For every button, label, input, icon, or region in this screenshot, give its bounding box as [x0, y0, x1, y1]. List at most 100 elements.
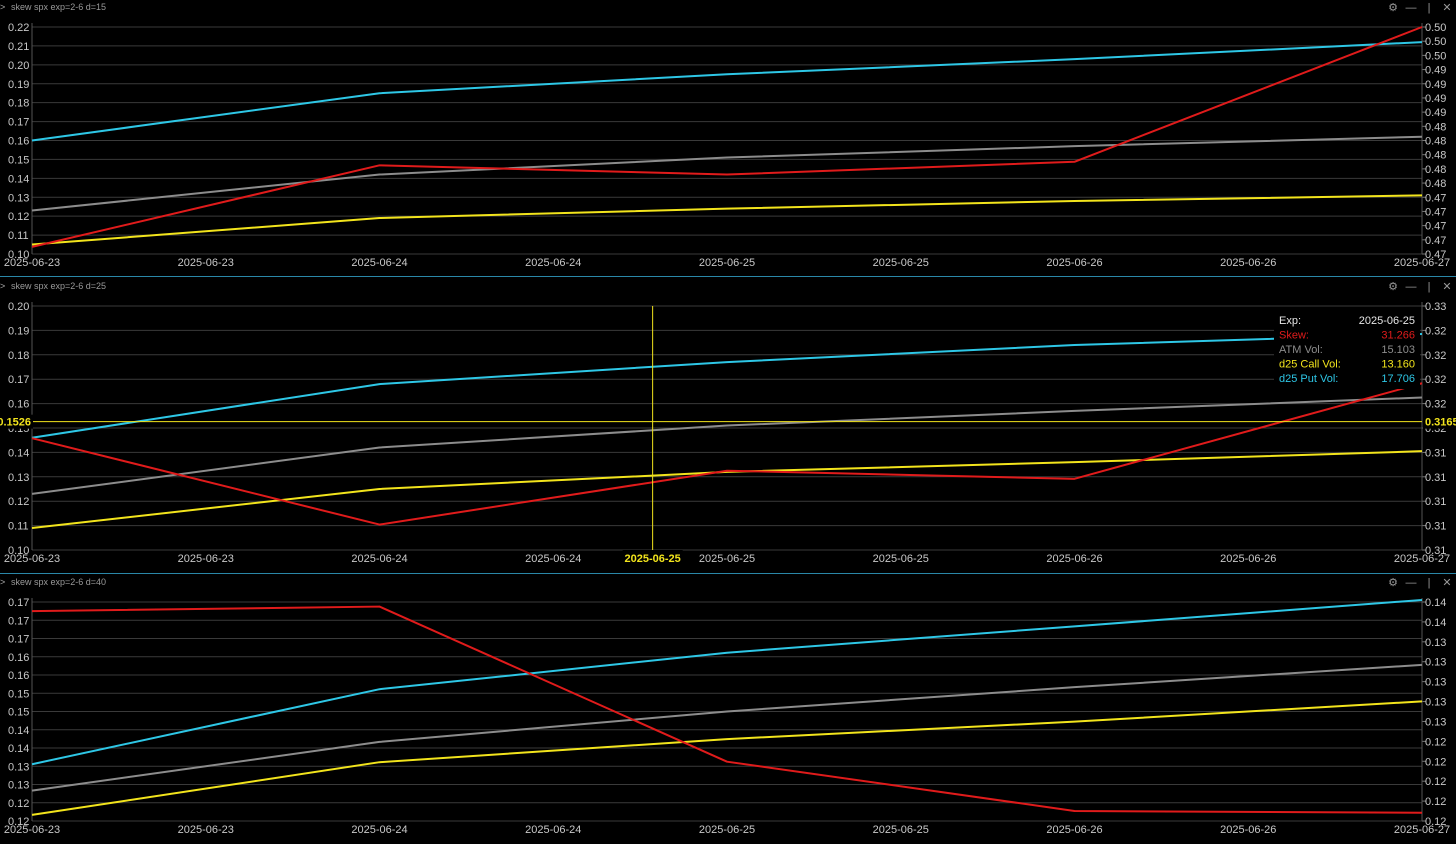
- y-left-tick-label: 0.18: [8, 98, 29, 110]
- y-right-tick-label: 0.48: [1425, 178, 1446, 190]
- close-icon[interactable]: ✕: [1442, 281, 1452, 293]
- y-right-tick-label: 0.12: [1425, 816, 1446, 828]
- x-tick-label: 2025-06-26: [1220, 257, 1276, 269]
- y-right-tick-label: 0.47: [1425, 206, 1446, 218]
- series-line-atm[interactable]: [31, 396, 1423, 495]
- x-tick-label: 2025-06-26: [1220, 553, 1276, 565]
- series-line-call[interactable]: [31, 700, 1423, 816]
- y-right-tick-label: 0.33: [1425, 301, 1446, 313]
- minimize-icon[interactable]: —: [1405, 2, 1417, 14]
- y-right-tick-label: 0.48: [1425, 136, 1446, 148]
- y-left-tick-label: 0.15: [8, 154, 29, 166]
- y-right-tick-label: 0.14: [1425, 617, 1446, 629]
- series-line-call[interactable]: [31, 450, 1423, 530]
- y-left-tick-label: 0.12: [8, 816, 29, 828]
- x-tick-label: 2025-06-24: [525, 824, 581, 836]
- x-tick-label: 2025-06-25: [873, 553, 929, 565]
- y-left-tick-label: 0.15: [8, 707, 29, 719]
- hover-tooltip: Exp: 2025-06-25 Skew: 31.266 ATM Vol: 15.103 d…: [1274, 311, 1420, 389]
- tooltip-value: 31.266: [1381, 330, 1415, 342]
- y-left-tick-label: 0.14: [8, 447, 29, 459]
- y-right-tick-label: 0.13: [1425, 657, 1446, 669]
- y-left-tick-label: 0.22: [8, 22, 29, 34]
- chart-plot-1[interactable]: 0.10 0.11 0.12 0.13 0.14 0.15 0.16 0.17 0.18 0.19…: [0, 0, 1456, 278]
- x-tick-label: 2025-06-24: [351, 553, 407, 565]
- y-right-tick-label: 0.13: [1425, 716, 1446, 728]
- x-tick-label: 2025-06-25: [699, 553, 755, 565]
- y-left-tick-label: 0.10: [8, 545, 29, 557]
- minimize-icon[interactable]: —: [1405, 281, 1417, 293]
- series-line-skew[interactable]: [31, 382, 1423, 526]
- y-right-tick-label: 0.12: [1425, 796, 1446, 808]
- y-right-tick-label: 0.31: [1425, 545, 1446, 557]
- y-left-tick-label: 0.12: [8, 211, 29, 223]
- y-left-tick-label: 0.16: [8, 136, 29, 148]
- x-tick-label: 2025-06-26: [1046, 553, 1102, 565]
- chart-panel-2: > skew spx exp=2-6 d=25 ⚙ — | ✕ 0.10 0.11…: [0, 279, 1456, 574]
- expand-arrow-icon[interactable]: >: [0, 2, 6, 12]
- y-right-tick-label: 0.47: [1425, 192, 1446, 204]
- close-icon[interactable]: ✕: [1442, 577, 1452, 589]
- window-controls: ⚙ — | ✕: [1384, 0, 1456, 16]
- y-left-tick-label: 0.11: [8, 230, 29, 242]
- expand-arrow-icon[interactable]: >: [0, 577, 6, 587]
- gear-icon[interactable]: ⚙: [1388, 577, 1398, 589]
- panel-divider: [0, 276, 1456, 277]
- series-line-put[interactable]: [31, 598, 1423, 766]
- y-left-tick-label: 0.14: [8, 725, 29, 737]
- y-left-tick-label: 0.19: [8, 325, 29, 337]
- x-tick-label: 2025-06-23: [178, 553, 234, 565]
- x-tick-label: 2025-06-25: [699, 257, 755, 269]
- close-icon[interactable]: ✕: [1442, 2, 1452, 14]
- y-right-tick-label: 0.49: [1425, 79, 1446, 91]
- x-tick-label: 2025-06-26: [1046, 824, 1102, 836]
- chart-plot-2[interactable]: 0.100.110.120.130.140.150.160.170.180.19…: [0, 279, 1456, 574]
- y-left-tick-label: 0.14: [8, 173, 29, 185]
- y-right-tick-label: 0.48: [1425, 121, 1446, 133]
- y-left-tick-label: 0.16: [8, 399, 29, 411]
- restore-icon[interactable]: |: [1427, 281, 1431, 293]
- y-right-tick-label: 0.13: [1425, 677, 1446, 689]
- x-tick-label: 2025-06-23: [4, 824, 60, 836]
- panel-title: skew spx exp=2-6 d=40: [11, 577, 107, 587]
- y-right-tick-label: 0.48: [1425, 164, 1446, 176]
- restore-icon[interactable]: |: [1427, 577, 1431, 589]
- expand-arrow-icon[interactable]: >: [0, 281, 6, 291]
- x-tick-label: 2025-06-26: [1046, 257, 1102, 269]
- y-right-tick-label: 0.31: [1425, 447, 1446, 459]
- y-right-tick-label: 0.32: [1425, 325, 1446, 337]
- gear-icon[interactable]: ⚙: [1388, 281, 1398, 293]
- y-left-tick-label: 0.13: [8, 192, 29, 204]
- x-tick-label: 2025-06-25: [873, 824, 929, 836]
- series-line-skew[interactable]: [31, 605, 1423, 814]
- chart-panel-1: > skew spx exp=2-6 d=15 ⚙ — | ✕ 0.10 0.11…: [0, 0, 1456, 278]
- tooltip-value: 15.103: [1381, 344, 1415, 356]
- tooltip-label: Skew:: [1279, 330, 1309, 342]
- chart-plot-3[interactable]: 0.12 0.12 0.13 0.13 0.14 0.14 0.15 0.15 0.16 0.16…: [0, 575, 1456, 844]
- y-left-tick-label: 0.19: [8, 79, 29, 91]
- series-line-put[interactable]: [31, 333, 1423, 439]
- gear-icon[interactable]: ⚙: [1388, 2, 1398, 14]
- x-tick-label: 2025-06-23: [4, 257, 60, 269]
- y-left-tick-label: 0.16: [8, 652, 29, 664]
- x-tick-label: 2025-06-24: [525, 257, 581, 269]
- x-tick-label: 2025-06-23: [178, 824, 234, 836]
- y-right-tick-label: 0.14: [1425, 597, 1446, 609]
- series-line-atm[interactable]: [31, 135, 1423, 212]
- y-left-tick-label: 0.17: [8, 615, 29, 627]
- series-line-call[interactable]: [31, 194, 1423, 246]
- window-controls: ⚙ — | ✕: [1384, 575, 1456, 591]
- crosshair-y-right-bg: [1423, 414, 1456, 429]
- series-line-put[interactable]: [31, 41, 1423, 142]
- minimize-icon[interactable]: —: [1405, 577, 1417, 589]
- y-right-tick-label: 0.49: [1425, 107, 1446, 119]
- panel-title: skew spx exp=2-6 d=25: [11, 281, 107, 291]
- y-right-tick-label: 0.13: [1425, 697, 1446, 709]
- series-line-atm[interactable]: [31, 663, 1423, 792]
- y-left-tick-label: 0.11: [8, 521, 29, 533]
- x-tick-label: 2025-06-27: [1394, 553, 1450, 565]
- y-left-tick-label: 0.14: [8, 743, 29, 755]
- x-tick-label: 2025-06-26: [1220, 824, 1276, 836]
- restore-icon[interactable]: |: [1427, 2, 1431, 14]
- series-line-skew[interactable]: [31, 26, 1423, 248]
